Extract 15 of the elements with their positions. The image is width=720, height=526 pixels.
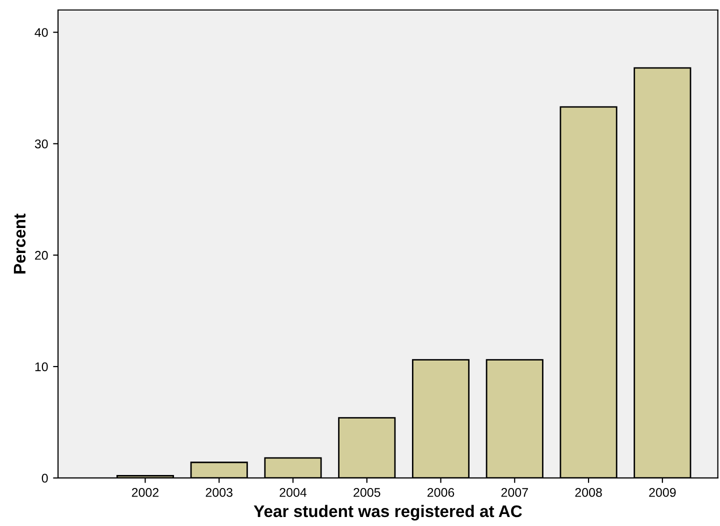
x-tick-label: 2007 — [501, 488, 528, 497]
x-tick-label: 2003 — [206, 488, 232, 497]
x-tick-label: 2002 — [132, 488, 158, 497]
x-tick-label: 2008 — [575, 488, 602, 497]
y-axis-title: Percent — [14, 214, 26, 274]
x-tick-label: 2006 — [427, 488, 454, 497]
y-tick-label: 40 — [34, 28, 48, 37]
y-tick-label: 0 — [42, 474, 48, 483]
x-tick-label: 2005 — [354, 488, 380, 497]
y-tick-label: 30 — [34, 140, 48, 148]
y-tick-label: 10 — [35, 362, 48, 372]
x-axis-title: Year student was registered at AC — [254, 504, 522, 521]
x-tick-label: 2009 — [649, 488, 676, 497]
x-tick-label: 2004 — [280, 488, 307, 497]
y-tick-label: 20 — [35, 250, 48, 260]
